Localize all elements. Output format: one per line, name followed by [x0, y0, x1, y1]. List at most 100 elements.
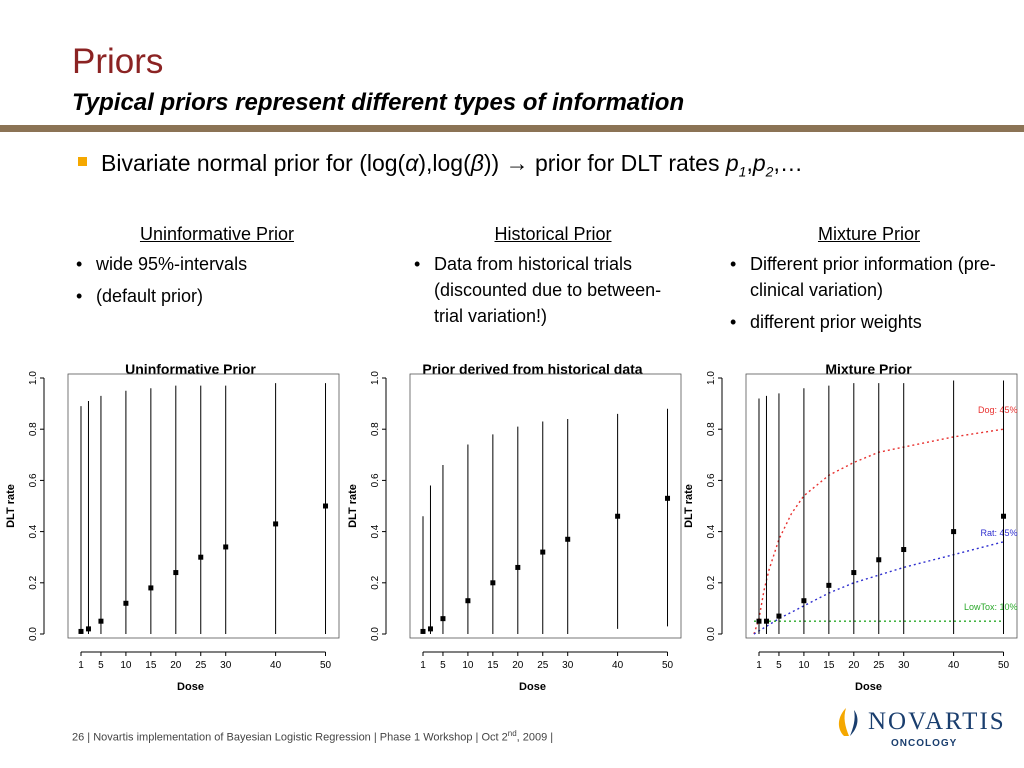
- x-tick-label: 5: [776, 660, 782, 671]
- chart-title: Mixture Prior: [825, 361, 912, 377]
- y-tick-label: 0.0: [28, 627, 39, 641]
- novartis-flame-icon: [838, 708, 858, 736]
- x-tick-label: 20: [512, 660, 524, 671]
- chart-title: Uninformative Prior: [125, 361, 256, 377]
- median-point: [826, 582, 832, 588]
- slide-title: Priors: [72, 42, 164, 81]
- column-heading: Uninformative Prior: [139, 224, 295, 244]
- column-uninformative: Uninformative Prior wide 95%-intervals (…: [72, 221, 362, 315]
- plot-frame: [745, 373, 1018, 639]
- y-tick-label: 0.0: [706, 627, 717, 641]
- y-tick-label: 1.0: [370, 371, 381, 385]
- median-point: [776, 613, 782, 619]
- chart-historical-svg: Prior derived from historical data 0.0 0.2…: [347, 361, 682, 693]
- y-tick-label: 0.4: [370, 524, 381, 538]
- y-tick-label: 1.0: [706, 371, 717, 385]
- y-axis-label: DLT rate: [5, 484, 17, 528]
- median-point: [273, 521, 279, 527]
- curve-label: Dog: 45%: [978, 405, 1018, 415]
- x-tick-label: 1: [78, 660, 84, 671]
- y-tick-label: 1.0: [28, 371, 39, 385]
- footer-page-number: 26: [72, 731, 85, 744]
- main-bullet: Bivariate normal prior for (log(α),log(β…: [78, 150, 803, 180]
- y-axis-label: DLT rate: [347, 484, 359, 528]
- column-heading: Mixture Prior: [817, 224, 920, 244]
- x-tick-label: 15: [145, 660, 157, 671]
- median-point: [465, 598, 471, 604]
- y-tick-label: 0.2: [370, 575, 381, 589]
- median-point: [85, 626, 91, 632]
- p1-subscript: 1: [738, 163, 747, 180]
- column-bullet: Data from historical trials (discounted …: [410, 251, 680, 329]
- curve-label: Rat: 45%: [980, 528, 1017, 538]
- y-tick-label: 0.6: [706, 473, 717, 487]
- slide-subtitle: Typical priors represent different types…: [72, 89, 685, 116]
- x-axis-label: Dose: [177, 681, 204, 693]
- column-bullet: (default prior): [72, 283, 362, 309]
- x-tick-label: 50: [320, 660, 332, 671]
- main-bullet-mid: ),log(: [418, 150, 471, 176]
- x-tick-label: 20: [170, 660, 182, 671]
- plot-frame: [67, 373, 340, 639]
- footer-tail: , 2009 |: [516, 731, 554, 744]
- novartis-oncology-label: ONCOLOGY: [891, 738, 958, 749]
- median-point: [901, 547, 907, 553]
- x-tick-label: 10: [120, 660, 132, 671]
- median-point: [851, 570, 857, 576]
- x-axis-label: Dose: [519, 681, 546, 693]
- x-tick-label: 10: [798, 660, 810, 671]
- y-tick-label: 0.8: [28, 422, 39, 436]
- alpha-symbol: α: [405, 150, 419, 176]
- y-tick-label: 0.6: [28, 473, 39, 487]
- x-tick-label: 40: [612, 660, 624, 671]
- median-point: [756, 618, 762, 624]
- median-point: [1001, 513, 1007, 519]
- footer-text: | Novartis implementation of Bayesian Lo…: [84, 731, 508, 744]
- main-bullet-pre: Bivariate normal prior for (log(: [101, 150, 406, 176]
- x-tick-label: 15: [487, 660, 499, 671]
- median-point: [763, 618, 769, 624]
- median-point: [951, 529, 957, 535]
- median-point: [540, 549, 546, 555]
- median-point: [565, 536, 571, 542]
- x-tick-label: 1: [756, 660, 762, 671]
- curve-label: LowTox: 10%: [964, 602, 1018, 612]
- y-tick-label: 0.4: [706, 524, 717, 538]
- novartis-logo: NOVARTIS ONCOLOGY: [832, 706, 1004, 752]
- chart-mixture: Mixture Prior 0.0 0.2 0.4 0.6 0.8 1.0 DLT rate 1…: [678, 352, 1024, 707]
- footer-superscript: nd: [507, 729, 517, 738]
- y-tick-label: 0.6: [370, 473, 381, 487]
- x-tick-label: 50: [998, 660, 1010, 671]
- median-point: [420, 628, 426, 634]
- median-point: [427, 626, 433, 632]
- column-heading: Historical Prior: [494, 224, 612, 244]
- x-tick-label: 30: [220, 660, 232, 671]
- median-point: [223, 544, 229, 550]
- y-tick-label: 0.4: [28, 524, 39, 538]
- x-tick-label: 50: [662, 660, 674, 671]
- column-historical: Historical Prior Data from historical tr…: [410, 221, 696, 335]
- x-tick-label: 10: [462, 660, 474, 671]
- p2-subscript: 2: [765, 163, 774, 180]
- title-divider: [0, 125, 1024, 132]
- chart-uninformative-svg: Uninformative Prior 0.0 0.2 0.4 0.6 0.8 1.0 DLT…: [5, 361, 340, 693]
- median-point: [490, 580, 496, 586]
- median-point: [515, 564, 521, 570]
- x-tick-label: 1: [420, 660, 426, 671]
- median-point: [665, 495, 671, 501]
- x-tick-label: 30: [898, 660, 910, 671]
- median-point: [615, 513, 621, 519]
- x-tick-label: 25: [195, 660, 207, 671]
- median-point: [148, 585, 154, 591]
- x-tick-label: 5: [98, 660, 104, 671]
- x-tick-label: 15: [823, 660, 835, 671]
- x-tick-label: 20: [848, 660, 860, 671]
- column-mixture: Mixture Prior Different prior informatio…: [726, 221, 1018, 341]
- y-tick-label: 0.0: [370, 627, 381, 641]
- p2-symbol: p: [752, 150, 766, 176]
- median-point: [876, 557, 882, 563]
- median-point: [98, 618, 104, 624]
- median-point: [78, 628, 84, 634]
- chart-mixture-svg: Mixture Prior 0.0 0.2 0.4 0.6 0.8 1.0 DLT rate 1…: [683, 361, 1018, 693]
- x-tick-label: 5: [440, 660, 446, 671]
